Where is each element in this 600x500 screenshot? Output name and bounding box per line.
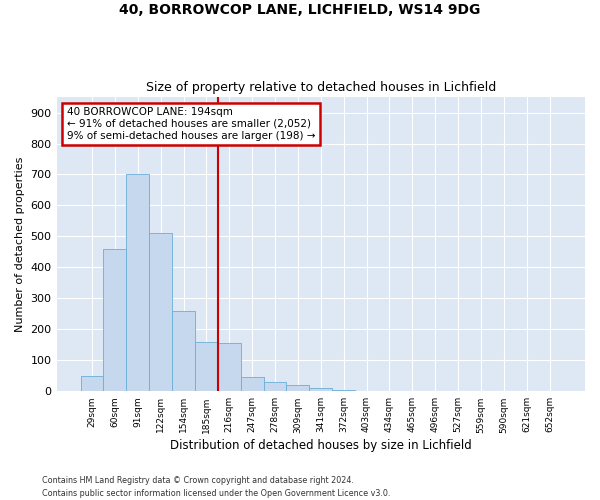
- Bar: [127, 174, 149, 392]
- Bar: [80, 376, 103, 392]
- Bar: [195, 342, 218, 392]
- Bar: [241, 378, 263, 392]
- Text: 40 BORROWCOP LANE: 194sqm
← 91% of detached houses are smaller (2,052)
9% of sem: 40 BORROWCOP LANE: 194sqm ← 91% of detac…: [67, 108, 316, 140]
- Text: 40, BORROWCOP LANE, LICHFIELD, WS14 9DG: 40, BORROWCOP LANE, LICHFIELD, WS14 9DG: [119, 2, 481, 16]
- Bar: [218, 344, 241, 392]
- Bar: [103, 249, 127, 392]
- X-axis label: Distribution of detached houses by size in Lichfield: Distribution of detached houses by size …: [170, 440, 472, 452]
- Bar: [310, 388, 332, 392]
- Bar: [149, 234, 172, 392]
- Bar: [286, 385, 310, 392]
- Title: Size of property relative to detached houses in Lichfield: Size of property relative to detached ho…: [146, 82, 496, 94]
- Bar: [263, 382, 286, 392]
- Text: Contains HM Land Registry data © Crown copyright and database right 2024.
Contai: Contains HM Land Registry data © Crown c…: [42, 476, 391, 498]
- Y-axis label: Number of detached properties: Number of detached properties: [15, 156, 25, 332]
- Bar: [332, 390, 355, 392]
- Bar: [172, 311, 195, 392]
